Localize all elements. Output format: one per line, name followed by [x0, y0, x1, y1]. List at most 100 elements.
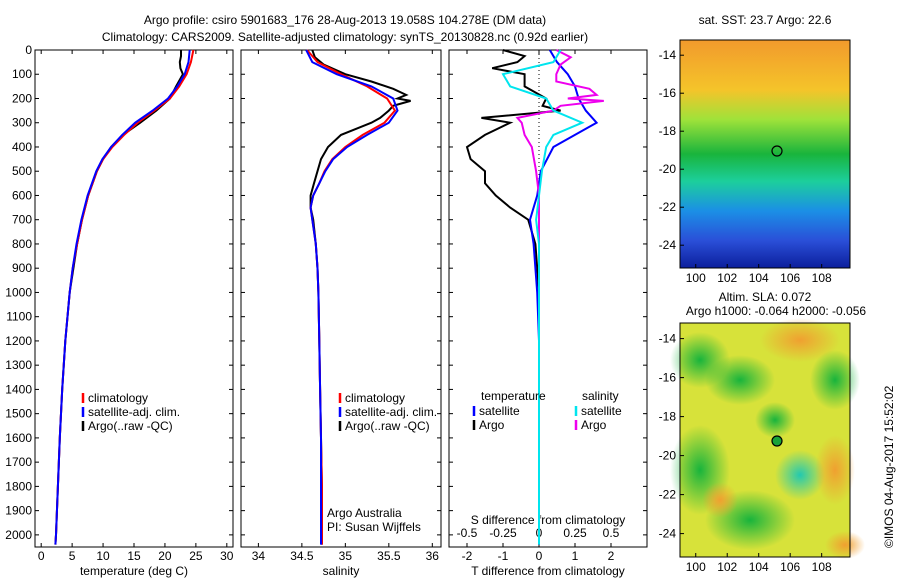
map-lat-label: -24	[659, 527, 677, 541]
x-tick-label: -2	[462, 549, 473, 563]
map-lat-label: -20	[659, 449, 677, 463]
x-tick-label: 20	[158, 549, 172, 563]
map-lon-label: 108	[812, 271, 832, 285]
map-lon-label: 108	[812, 560, 832, 574]
map-lat-label: -24	[659, 238, 677, 252]
satellite-s-difference-line	[501, 49, 585, 545]
depth-tick-label: 1100	[6, 310, 32, 324]
s-tick-label: 0.25	[563, 526, 587, 540]
x-tick-label: 35	[339, 549, 353, 563]
x-tick-label: 0	[536, 549, 543, 563]
map-lat-label: -22	[659, 488, 677, 502]
map-lat-label: -18	[659, 410, 677, 424]
depth-tick-label: 300	[12, 116, 32, 130]
x-tick-label: -1	[498, 549, 509, 563]
legend-label: Argo	[479, 418, 505, 432]
map-lat-label: -22	[659, 200, 677, 214]
x-tick-label: 10	[96, 549, 110, 563]
argo-float-marker-sla	[771, 435, 783, 447]
map-lon-label: 104	[749, 271, 769, 285]
x-tick-label: 1	[572, 549, 579, 563]
legend-label: Argo(..raw -QC)	[88, 419, 173, 433]
depth-tick-label: 0	[25, 43, 32, 57]
sst-map-frame	[679, 39, 851, 269]
depth-tick-label: 1300	[5, 358, 32, 372]
argo-temperature-line	[54, 50, 185, 545]
map-lon-label: 100	[686, 560, 706, 574]
x-tick-label: 2	[608, 549, 615, 563]
argo-t-difference-line	[465, 49, 561, 545]
x-tick-label: 34	[252, 549, 266, 563]
depth-tick-label: 600	[12, 188, 32, 202]
x-tick-label: 36	[426, 549, 440, 563]
map-lon-label: 106	[780, 560, 800, 574]
depth-tick-label: 500	[12, 164, 32, 178]
x-tick-label: 0	[38, 549, 45, 563]
depth-tick-label: 1700	[5, 455, 32, 469]
legend-label: satellite-adj. clim.	[345, 405, 437, 419]
depth-tick-label: 700	[12, 213, 32, 227]
depth-tick-label: 1200	[5, 334, 32, 348]
legend-label: satellite-adj. clim.	[88, 405, 180, 419]
map-lon-label: 102	[717, 560, 737, 574]
sla-map-title-1: Altim. SLA: 0.072	[719, 290, 812, 304]
depth-tick-label: 100	[12, 67, 32, 81]
difference-panel-frame	[448, 49, 648, 548]
legend-label: Argo(..raw -QC)	[345, 419, 430, 433]
sst-map-title: sat. SST: 23.7 Argo: 22.6	[699, 13, 832, 27]
legend-temperature-title: temperature	[481, 389, 546, 403]
legend-label: climatology	[88, 391, 148, 405]
map-lon-label: 106	[780, 271, 800, 285]
depth-tick-label: 1000	[5, 285, 32, 299]
sla-map-title-2: Argo h1000: -0.064 h2000: -0.056	[686, 304, 866, 318]
map-lon-label: 104	[749, 560, 769, 574]
depth-tick-label: 1600	[5, 431, 32, 445]
x-tick-label: 30	[220, 549, 234, 563]
map-lat-label: -20	[659, 162, 677, 176]
map-lat-label: -16	[659, 86, 677, 100]
x-tick-label: 5	[69, 549, 76, 563]
legend-label: climatology	[345, 391, 405, 405]
depth-tick-label: 200	[12, 91, 32, 105]
map-lat-label: -18	[659, 124, 677, 138]
header-line-2: Climatology: CARS2009. Satellite-adjuste…	[102, 30, 588, 44]
salinity-x-label: salinity	[323, 564, 360, 578]
s-tick-label: 0.5	[603, 526, 620, 540]
depth-tick-label: 800	[12, 237, 32, 251]
legend-salinity-title: salinity	[582, 389, 619, 403]
x-tick-label: 15	[127, 549, 141, 563]
salinity-panel-frame	[240, 49, 442, 548]
depth-tick-label: 1500	[5, 407, 32, 421]
map-lat-label: -14	[659, 332, 677, 346]
argo-salinity-line	[309, 49, 411, 545]
climatology-temperature-line	[54, 49, 195, 545]
sla-map: Altim. SLA: 0.072 Argo h1000: -0.064 h20…	[659, 290, 867, 574]
header-line-1: Argo profile: csiro 5901683_176 28-Aug-2…	[144, 13, 546, 27]
depth-tick-label: 400	[12, 140, 32, 154]
s-tick-label: -0.25	[489, 526, 517, 540]
s-difference-label: S difference from climatology	[471, 513, 626, 527]
depth-tick-label: 900	[12, 261, 32, 275]
footer-timestamp: ©IMOS 04-Aug-2017 15:52:02	[882, 385, 896, 548]
credit-line-2: PI: Susan Wijffels	[327, 520, 421, 534]
credit-line-1: Argo Australia	[327, 506, 402, 520]
satellite-temperature-line	[54, 49, 191, 545]
depth-tick-label: 2000	[5, 528, 32, 542]
depth-tick-label: 1800	[5, 479, 32, 493]
depth-tick-label: 1400	[5, 382, 32, 396]
sst-field	[680, 40, 850, 268]
map-lon-label: 102	[717, 271, 737, 285]
map-lat-label: -14	[659, 48, 677, 62]
legend-label: Argo	[581, 418, 607, 432]
satellite-salinity-line	[305, 49, 399, 545]
legend-label: satellite	[479, 404, 520, 418]
argo-float-marker	[771, 145, 783, 157]
depth-tick-label: 1900	[5, 504, 32, 518]
temperature-x-label: temperature (deg C)	[80, 564, 188, 578]
t-difference-label: T difference from climatology	[471, 564, 625, 578]
x-tick-label: 34.5	[290, 549, 314, 563]
sst-map: sat. SST: 23.7 Argo: 22.6 -14 -16 -18 -20 -2…	[659, 13, 851, 285]
sla-map-frame	[679, 322, 851, 558]
s-tick-label: -0.5	[457, 526, 478, 540]
